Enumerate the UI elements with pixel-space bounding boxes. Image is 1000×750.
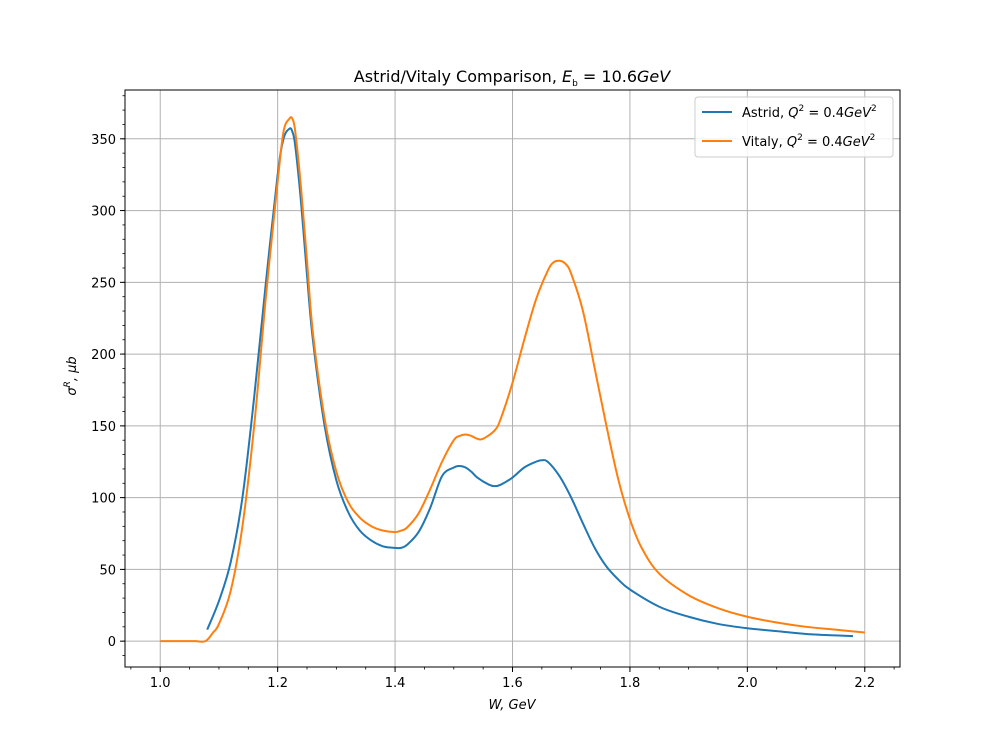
y-tick-label: 200	[91, 348, 116, 363]
x-axis-label: W, GeV	[488, 698, 536, 713]
chart-title: Astrid/Vitaly Comparison, Eb = 10.6GeV	[354, 67, 671, 89]
y-tick-label: 0	[108, 635, 116, 650]
y-tick-label: 300	[91, 205, 116, 220]
series-line-vitaly	[160, 116, 865, 643]
legend: Astrid, Q2 = 0.4GeV2 Vitaly, Q2 = 0.4GeV…	[694, 96, 894, 158]
legend-label-vitaly: Vitaly, Q2 = 0.4GeV2	[742, 133, 875, 150]
x-tick-label: 2.0	[737, 676, 758, 691]
x-tick-label: 1.2	[267, 676, 288, 691]
y-tick-label: 250	[91, 276, 116, 291]
y-tick-label: 150	[91, 420, 116, 435]
y-tick-label: 350	[91, 133, 116, 148]
ticks	[120, 95, 895, 672]
x-tick-label: 1.0	[150, 676, 171, 691]
x-tick-label: 1.6	[502, 676, 523, 691]
series-line-astrid	[206, 127, 854, 638]
x-tick-label: 1.4	[385, 676, 406, 691]
y-axis-label: σR, μb	[63, 356, 80, 395]
grid	[125, 90, 900, 667]
series-layer	[160, 116, 865, 643]
x-tick-label: 2.2	[854, 676, 875, 691]
legend-box	[694, 96, 894, 158]
tick-labels: 1.0 1.2 1.4 1.6 1.8 2.0 2.2 0 50 100 150 200 250 300 3…	[91, 133, 875, 691]
x-tick-label: 1.8	[620, 676, 641, 691]
y-tick-label: 100	[91, 492, 116, 507]
legend-label-astrid: Astrid, Q2 = 0.4GeV2	[742, 104, 877, 121]
y-tick-label: 50	[99, 563, 116, 578]
